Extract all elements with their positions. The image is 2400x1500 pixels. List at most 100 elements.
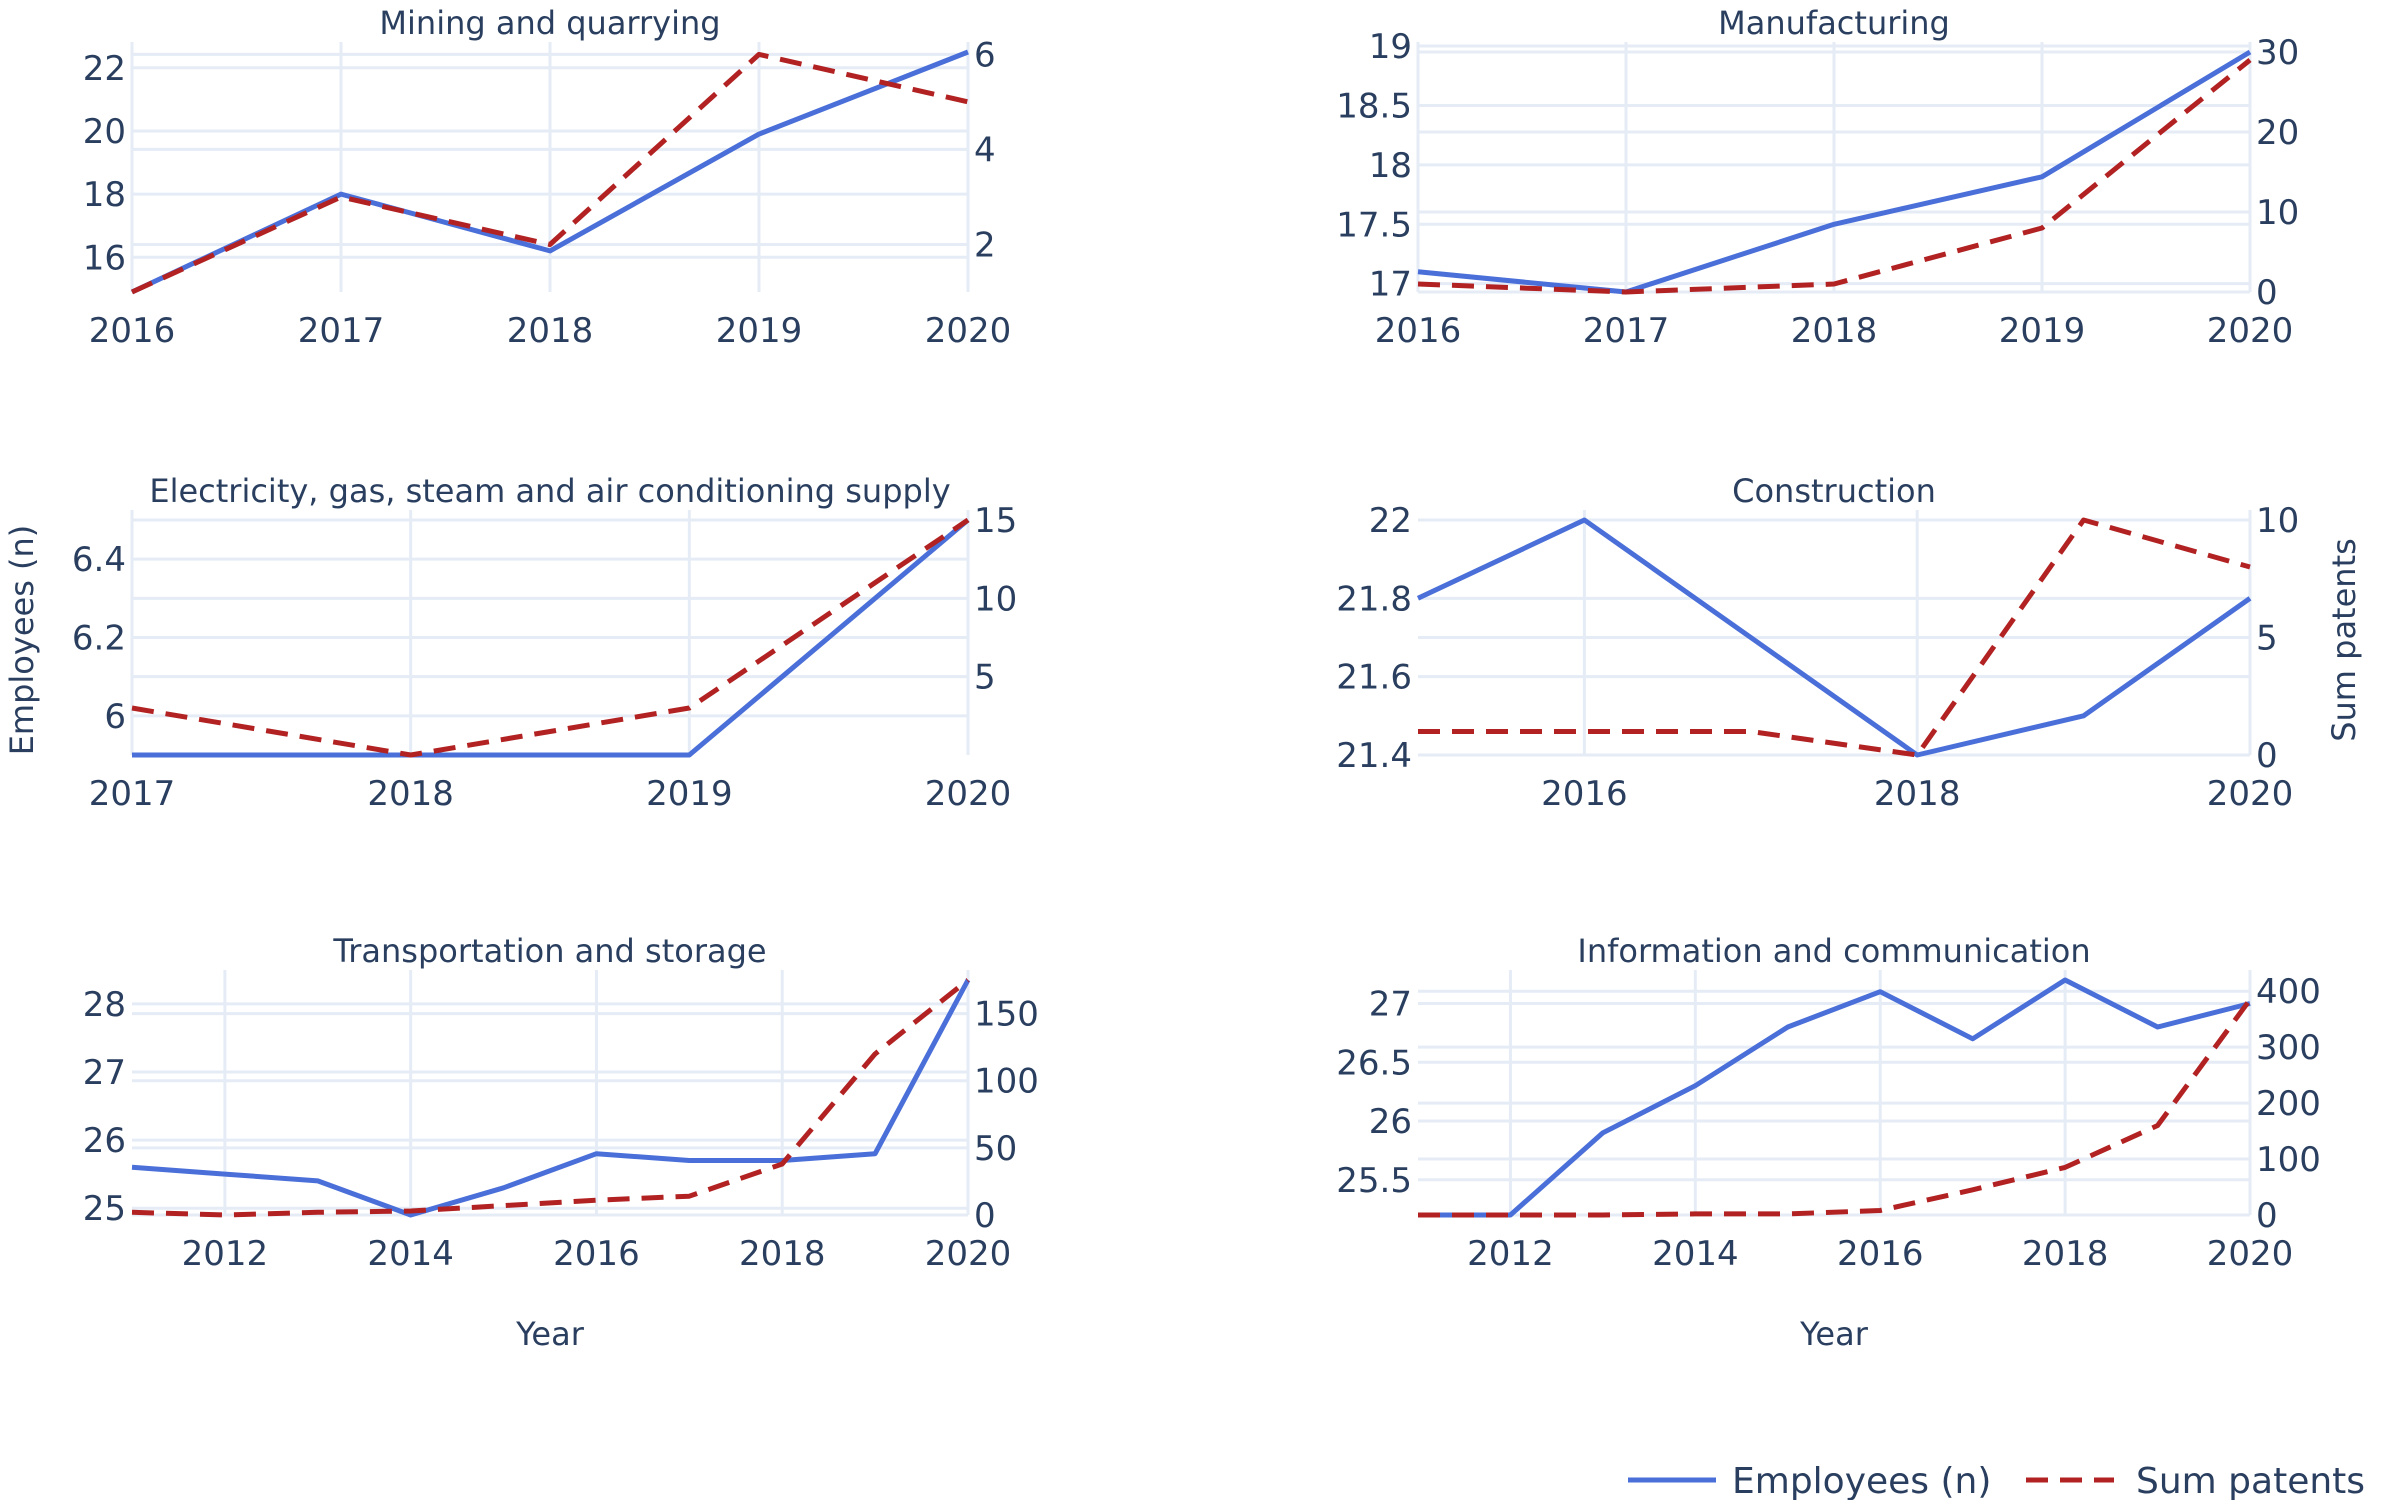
y1-tick-label: 16	[83, 238, 126, 278]
x-tick-label: 2018	[1791, 311, 1878, 351]
x-tick-label: 2012	[1467, 1234, 1554, 1274]
panel-4: Construction 2016 2018 2020 21.4 21.6 21.8 22 0 5…	[1336, 472, 2299, 814]
panel-3: Electricity, gas, steam and air conditio…	[72, 472, 1017, 814]
patents-line	[131, 978, 970, 1218]
x-axis-title: Year	[1799, 1315, 1869, 1353]
patents-line	[131, 517, 970, 758]
y1-tick-label: 17.5	[1336, 205, 1412, 245]
y1-tick-label: 25.5	[1336, 1161, 1412, 1201]
y1-tick-label: 26	[83, 1121, 126, 1161]
x-tick-label: 2019	[1999, 311, 2086, 351]
x-tick-label: 2020	[925, 774, 1012, 814]
x-tick-label: 2018	[367, 774, 454, 814]
x-tick-label: 2017	[89, 774, 176, 814]
y2-tick-label: 150	[974, 995, 1039, 1035]
legend-employees-label: Employees (n)	[1732, 1461, 1991, 1500]
y1-tick-label: 19	[1369, 27, 1412, 67]
x-tick-label: 2018	[1874, 774, 1961, 814]
x-tick-label: 2019	[716, 311, 803, 351]
y2-tick-label: 15	[974, 501, 1017, 541]
y2-tick-label: 0	[974, 1196, 996, 1236]
x-tick-label: 2014	[367, 1234, 454, 1274]
panel-title: Electricity, gas, steam and air conditio…	[149, 472, 950, 510]
y2-tick-label: 4	[974, 130, 996, 170]
y2-tick-label: 6	[974, 35, 996, 75]
legend-patents-label: Sum patents	[2136, 1461, 2365, 1500]
y2-tick-label: 0	[2256, 736, 2278, 776]
patents-line	[1418, 998, 2253, 1218]
x-tick-label: 2019	[646, 774, 733, 814]
y1-tick-label: 25	[83, 1189, 126, 1229]
employees-line	[1418, 977, 2251, 1218]
y2-tick-label: 0	[2256, 1196, 2278, 1236]
y1-tick-label: 18	[1369, 146, 1412, 186]
x-tick-label: 2016	[1541, 774, 1628, 814]
y1-axis-title: Employees (n)	[3, 525, 41, 756]
panel-5: Transportation and storage 2012 2014 2016 20…	[83, 932, 1039, 1353]
y1-tick-label: 28	[83, 985, 126, 1025]
y1-tick-label: 26	[1369, 1102, 1412, 1142]
y1-tick-label: 27	[1369, 985, 1412, 1025]
y2-tick-label: 50	[974, 1129, 1017, 1169]
y1-tick-label: 6.4	[72, 540, 126, 580]
panel-title: Transportation and storage	[332, 932, 766, 970]
y2-tick-label: 0	[2256, 273, 2278, 313]
employees-line	[131, 978, 971, 1218]
x-tick-label: 2020	[925, 1234, 1012, 1274]
x-tick-label: 2018	[739, 1234, 826, 1274]
y2-tick-label: 200	[2256, 1084, 2321, 1124]
x-tick-label: 2016	[1837, 1234, 1924, 1274]
y1-tick-label: 22	[1369, 501, 1412, 541]
patents-line	[1417, 58, 2252, 295]
x-tick-label: 2017	[1583, 311, 1670, 351]
y2-tick-label: 100	[974, 1062, 1039, 1102]
y1-tick-label: 6	[104, 697, 126, 737]
y2-tick-label: 100	[2256, 1140, 2321, 1180]
y1-tick-label: 27	[83, 1053, 126, 1093]
y1-tick-label: 18	[83, 175, 126, 215]
y1-tick-label: 26.5	[1336, 1043, 1412, 1083]
y2-tick-label: 10	[2256, 501, 2299, 541]
y1-tick-label: 22	[83, 49, 126, 89]
x-tick-label: 2016	[89, 311, 176, 351]
y1-tick-label: 17	[1369, 265, 1412, 305]
x-tick-label: 2014	[1652, 1234, 1739, 1274]
panel-6: Information and communication 2012 2014 201…	[1336, 932, 2321, 1353]
patents-line	[130, 51, 969, 295]
panel-title: Information and communication	[1577, 932, 2090, 970]
x-tick-label: 2016	[1375, 311, 1462, 351]
x-tick-label: 2018	[2022, 1234, 2109, 1274]
x-tick-label: 2020	[2207, 311, 2294, 351]
employees-line	[1417, 49, 2252, 295]
y2-tick-label: 300	[2256, 1028, 2321, 1068]
y2-tick-label: 2	[974, 225, 996, 265]
panel-title: Manufacturing	[1718, 4, 1950, 42]
x-tick-label: 2020	[2207, 1234, 2294, 1274]
y1-tick-label: 21.8	[1336, 579, 1412, 619]
y2-tick-label: 10	[974, 579, 1017, 619]
y1-tick-label: 6.2	[72, 619, 126, 659]
y1-tick-label: 18.5	[1336, 86, 1412, 126]
patents-line	[1418, 517, 2251, 758]
y2-tick-label: 5	[974, 658, 996, 698]
x-tick-label: 2012	[182, 1234, 269, 1274]
y2-tick-label: 400	[2256, 972, 2321, 1012]
y2-axis-title: Sum patents	[2325, 538, 2363, 742]
panel-1: Mining and quarrying 2016 2017 2018 2019 2020…	[83, 4, 1012, 351]
y2-tick-label: 30	[2256, 33, 2299, 73]
x-tick-label: 2020	[2207, 774, 2294, 814]
panel-title: Mining and quarrying	[379, 4, 720, 42]
employees-line	[1416, 517, 2252, 758]
y1-tick-label: 21.4	[1336, 736, 1412, 776]
x-tick-label: 2020	[925, 311, 1012, 351]
x-tick-label: 2017	[298, 311, 385, 351]
y1-tick-label: 21.6	[1336, 658, 1412, 698]
employees-line	[132, 518, 970, 758]
x-tick-label: 2018	[507, 311, 594, 351]
y2-tick-label: 20	[2256, 113, 2299, 153]
patents-point	[1749, 730, 1753, 734]
panel-title: Construction	[1732, 472, 1936, 510]
